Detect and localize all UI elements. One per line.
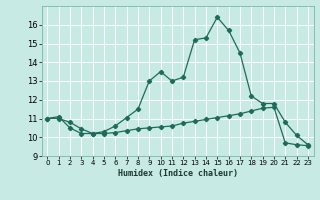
X-axis label: Humidex (Indice chaleur): Humidex (Indice chaleur)	[118, 169, 237, 178]
